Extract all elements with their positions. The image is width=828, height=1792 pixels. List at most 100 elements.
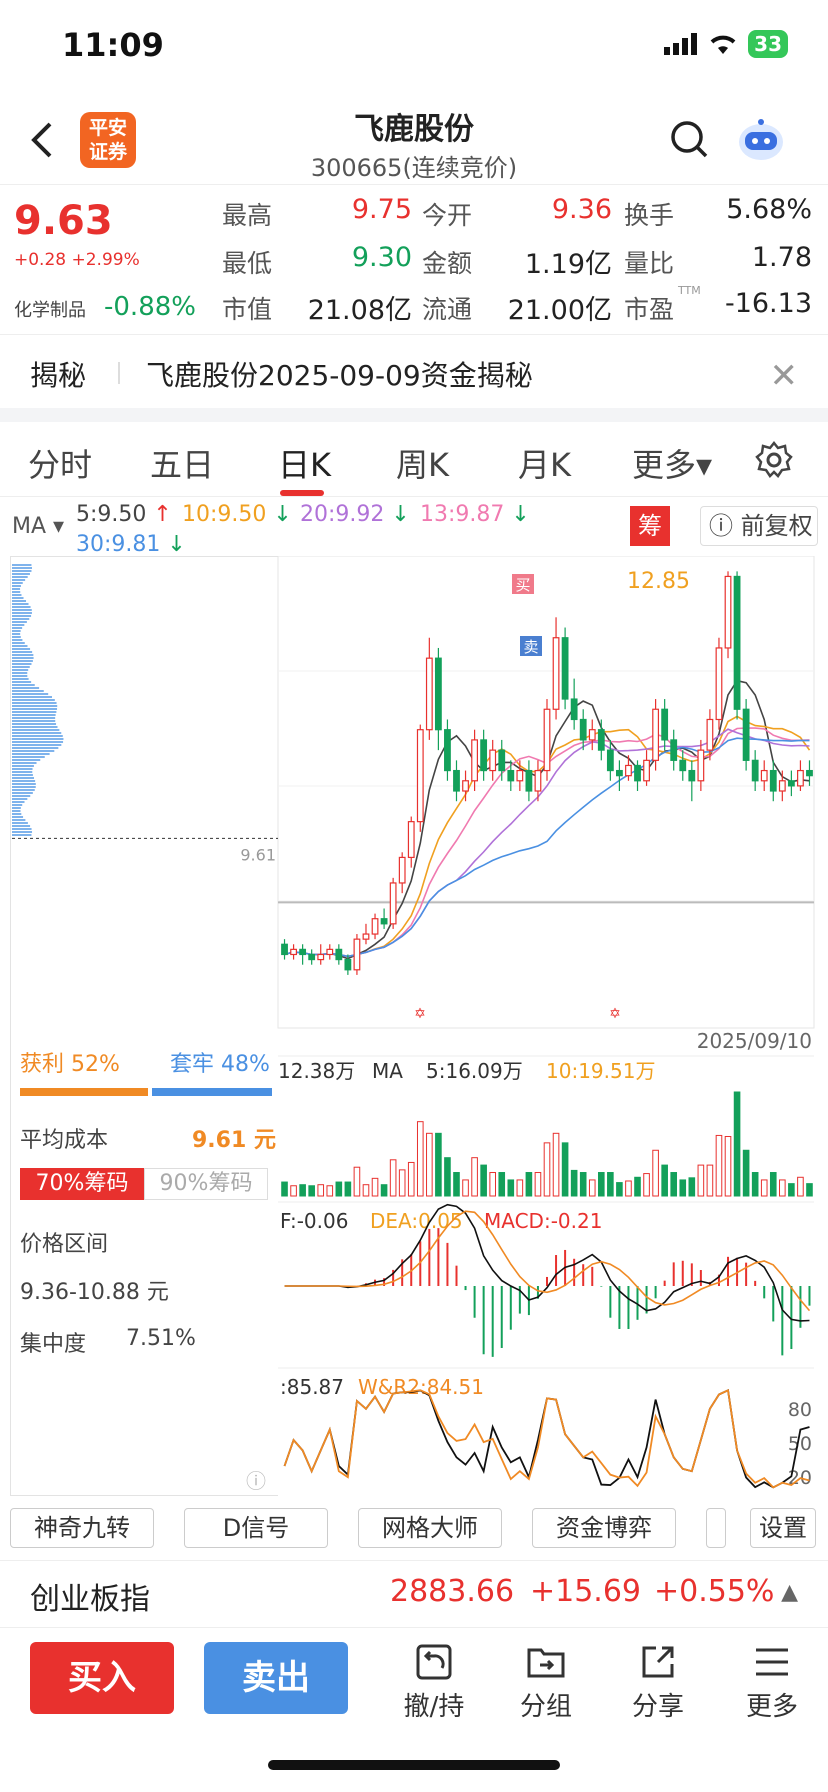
ma-label[interactable]: MA ▾ bbox=[12, 514, 65, 539]
ma-value: 10:9.50 bbox=[182, 502, 267, 527]
chip-bar bbox=[12, 693, 49, 695]
chip-bar bbox=[12, 579, 26, 581]
tab-0[interactable]: 分时 bbox=[28, 446, 93, 484]
chip-bar bbox=[12, 621, 27, 623]
candle-body bbox=[661, 708, 669, 741]
tool-button[interactable]: 神奇九转 bbox=[10, 1508, 154, 1548]
group-button[interactable]: 分组 bbox=[496, 1640, 596, 1723]
ma30-line bbox=[284, 737, 810, 958]
macd-dif: F:-0.06 bbox=[280, 1209, 348, 1233]
quote-label: 金额 bbox=[422, 249, 473, 278]
ma-value: 5:9.50 bbox=[76, 502, 147, 527]
cancel-hold-button[interactable]: 撤/持 bbox=[384, 1640, 484, 1723]
quote-label: 换手 bbox=[624, 201, 675, 230]
candle-body bbox=[416, 729, 424, 823]
candle-body bbox=[480, 739, 488, 772]
back-arrow-icon[interactable] bbox=[24, 116, 64, 164]
ma-arrow-icon: ↓ bbox=[266, 502, 292, 527]
tab-5[interactable]: 更多▾ bbox=[632, 446, 713, 484]
quote-value: 21.08亿 bbox=[307, 295, 412, 326]
close-icon[interactable]: ✕ bbox=[769, 356, 799, 396]
ai-robot-icon[interactable] bbox=[734, 116, 788, 164]
ma-item: 20:9.92 ↓ bbox=[300, 502, 410, 527]
volume-bar bbox=[570, 1169, 578, 1197]
chip-toggle-button[interactable]: 筹 bbox=[630, 506, 670, 546]
chip-bar bbox=[12, 801, 25, 803]
gear-icon[interactable] bbox=[754, 440, 794, 480]
tool-button[interactable]: 资金博弈 bbox=[532, 1508, 676, 1548]
tool-button[interactable]: 网格大师 bbox=[358, 1508, 502, 1548]
chip-bar bbox=[12, 762, 37, 764]
chip-bar bbox=[12, 735, 63, 737]
chip-bar bbox=[12, 705, 58, 707]
volume-bar bbox=[724, 1135, 732, 1197]
volume-bar bbox=[697, 1164, 705, 1197]
kline-chart[interactable]: 9.61 12.85 买卖 ✡ ✡ 2025/09/10 12.38万 MA 5:16.09万 1… bbox=[0, 556, 828, 1500]
ma-item: 13:9.87 ↓ bbox=[420, 502, 530, 527]
tab-4[interactable]: 月K bbox=[518, 446, 571, 484]
chip-bar bbox=[12, 600, 27, 602]
chip-bar bbox=[12, 630, 21, 632]
candle-body bbox=[434, 657, 442, 731]
candle-body bbox=[552, 637, 560, 710]
chip-bar bbox=[12, 723, 57, 725]
quote-label: 最高 bbox=[222, 201, 273, 230]
volume-bar bbox=[398, 1169, 406, 1197]
chip-bar bbox=[12, 669, 29, 671]
volume-bar bbox=[498, 1172, 506, 1197]
candle-body bbox=[290, 948, 297, 956]
chip-bar bbox=[12, 627, 23, 629]
caret-up-icon[interactable]: ▲ bbox=[781, 1580, 798, 1605]
tab-3[interactable]: 周K bbox=[396, 446, 449, 484]
announcement-bar[interactable] bbox=[0, 334, 828, 408]
tab-2[interactable]: 日K bbox=[278, 446, 331, 484]
signal-icon bbox=[664, 33, 698, 55]
chip-bar bbox=[12, 663, 32, 665]
candle-body bbox=[742, 708, 750, 761]
more-button[interactable]: 更多 bbox=[722, 1640, 822, 1723]
candle-body bbox=[498, 749, 506, 772]
volume-ma5: 5:16.09万 bbox=[426, 1059, 523, 1083]
sell-button[interactable]: 卖出 bbox=[204, 1642, 348, 1714]
ma-arrow-icon: ↓ bbox=[384, 502, 410, 527]
buy-button[interactable]: 买入 bbox=[30, 1642, 174, 1714]
chip-bar bbox=[12, 771, 33, 773]
current-price: 9.63 bbox=[14, 198, 113, 244]
adjustment-selector[interactable]: ⓘ 前复权 bbox=[700, 506, 818, 546]
search-icon[interactable] bbox=[668, 118, 710, 160]
chip-bar bbox=[12, 714, 56, 716]
concentration-value: 7.51% bbox=[126, 1326, 196, 1351]
broker-logo[interactable]: 平安证券 bbox=[80, 112, 136, 168]
chip-bar bbox=[12, 576, 28, 578]
wr-tick: 50 bbox=[788, 1433, 812, 1455]
tool-button-partial[interactable] bbox=[706, 1508, 726, 1548]
avg-cost-value: 9.61 元 bbox=[192, 1128, 276, 1153]
tool-button[interactable]: 设置 bbox=[750, 1508, 816, 1548]
industry-name[interactable]: 化学制品 bbox=[14, 300, 86, 321]
chip-70-button[interactable]: 70%筹码 bbox=[20, 1168, 144, 1200]
candle-body bbox=[760, 769, 768, 782]
share-button[interactable]: 分享 bbox=[608, 1640, 708, 1723]
quote-label-sup: TTM bbox=[678, 284, 701, 297]
volume-bar bbox=[426, 1132, 433, 1197]
announcement-text[interactable]: 飞鹿股份2025-09-09资金揭秘 bbox=[146, 359, 533, 392]
chip-90-button[interactable]: 90%筹码 bbox=[144, 1168, 268, 1200]
tool-button[interactable]: D信号 bbox=[184, 1508, 328, 1548]
volume-bar bbox=[299, 1184, 306, 1197]
chip-bar bbox=[12, 750, 55, 752]
volume-bar bbox=[616, 1182, 623, 1197]
volume-bar bbox=[444, 1157, 451, 1197]
chip-bar bbox=[12, 591, 21, 593]
candle-body bbox=[308, 953, 316, 961]
chip-bar bbox=[12, 702, 57, 704]
chip-bar bbox=[12, 810, 21, 812]
chip-bar bbox=[12, 834, 32, 836]
ma-arrow-icon: ↑ bbox=[146, 502, 172, 527]
candle-body bbox=[733, 575, 741, 710]
volume-bar bbox=[733, 1091, 741, 1197]
index-bar[interactable] bbox=[0, 1560, 828, 1628]
chip-bar bbox=[12, 645, 28, 647]
volume-bar bbox=[588, 1179, 596, 1197]
chip-bar bbox=[12, 825, 31, 827]
tab-1[interactable]: 五日 bbox=[150, 446, 215, 484]
